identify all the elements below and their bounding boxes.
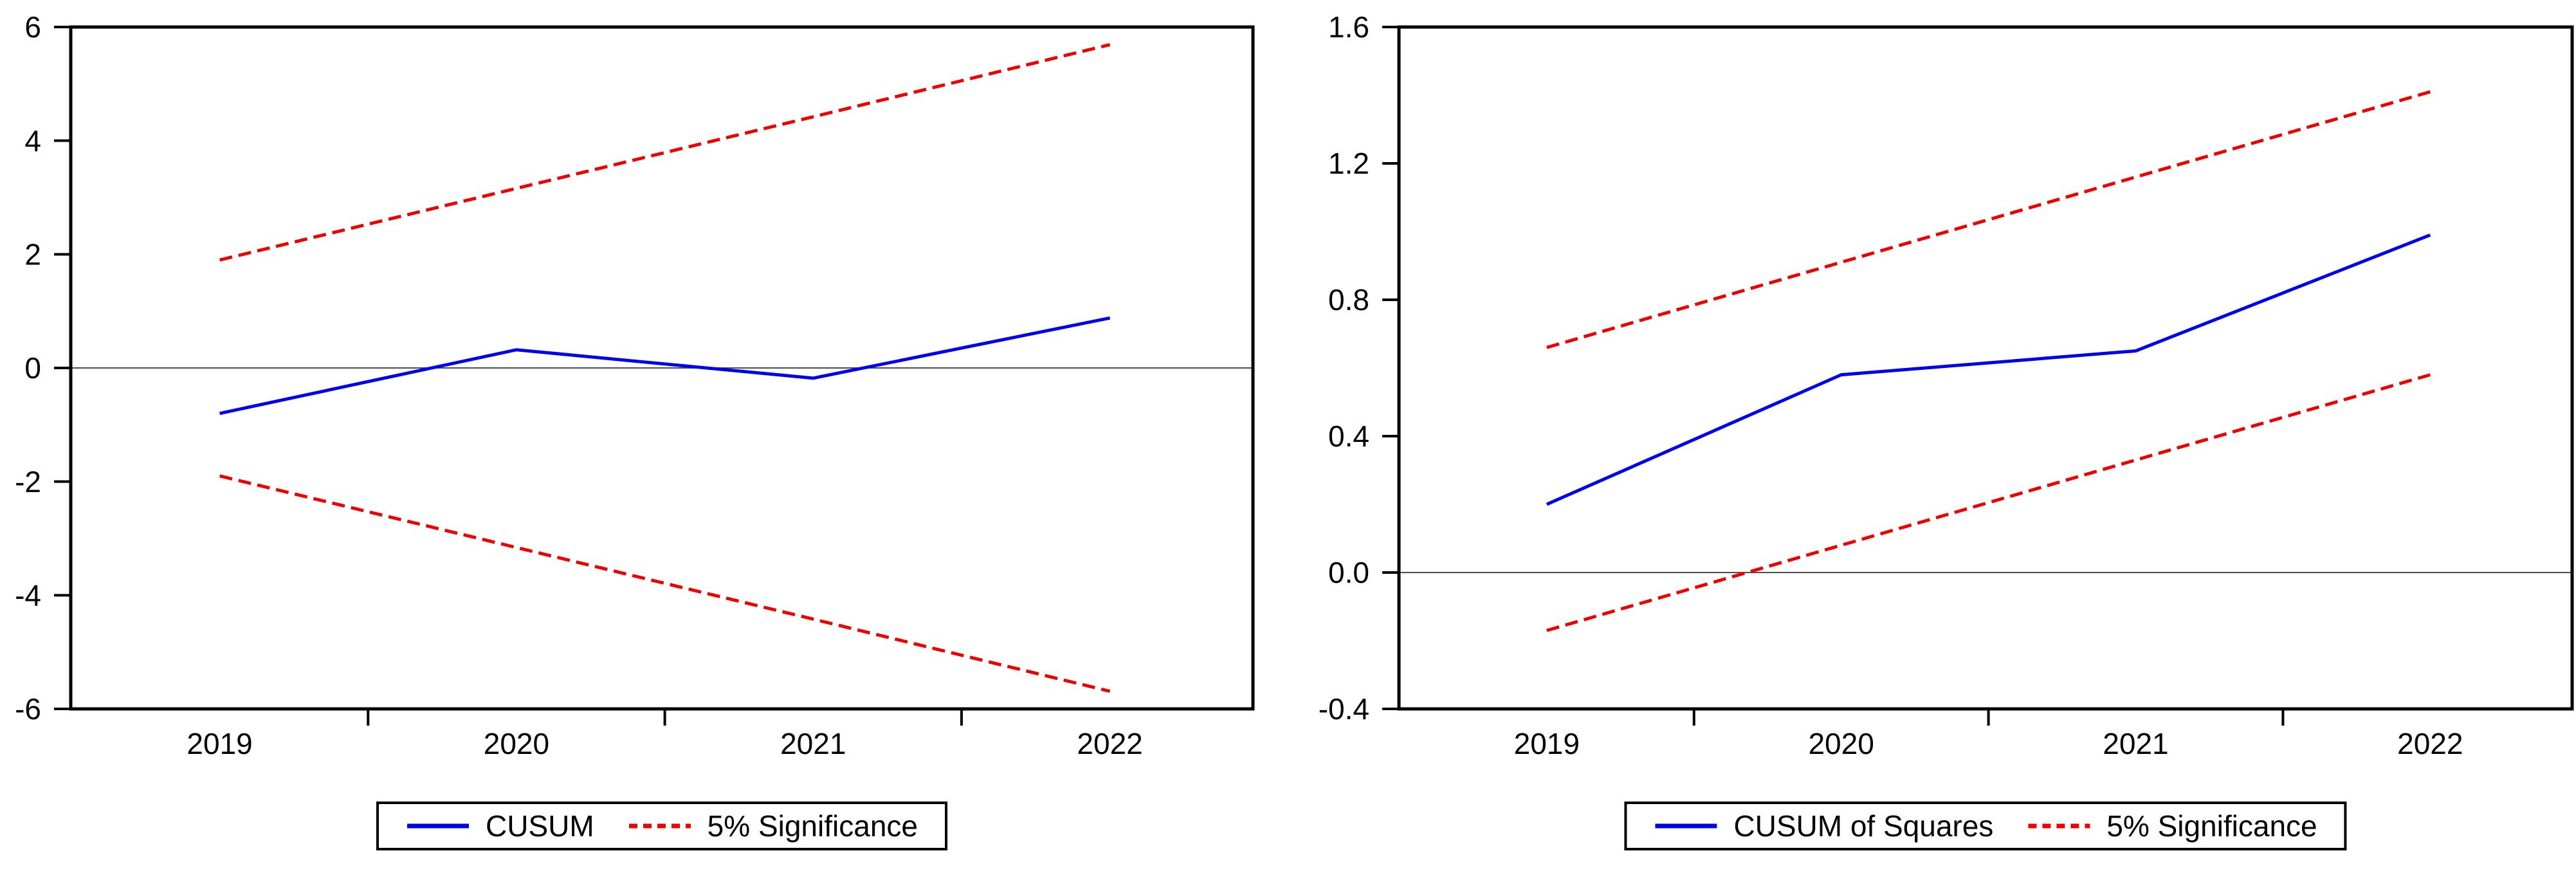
y-axis-tick-label: 0.0 (1328, 556, 1369, 589)
y-axis-tick-label: 4 (24, 124, 41, 158)
cusumsq-plot: 1.6 1.2 0.8 0.4 0.0 -0.4 2019 2020 2021 2022 (1319, 10, 2574, 760)
y-axis-tick-label: -0.4 (1319, 692, 1369, 726)
x-axis-year-label: 2019 (187, 727, 252, 760)
plot-frame (1397, 25, 2574, 711)
cusum-plot: 6 4 2 0 -2 -4 -6 2019 2020 2021 2022 (15, 10, 1255, 760)
legend-item-significance: 5% Significance (2027, 811, 2317, 841)
x-axis-year-label: 2020 (484, 727, 549, 760)
significance-line-swatch (628, 823, 691, 829)
y-axis-tick-label: -4 (15, 578, 41, 612)
x-axis-year-label: 2021 (780, 727, 846, 760)
legend-label-significance: 5% Significance (707, 809, 918, 843)
plot-frame (69, 25, 1255, 711)
legend-label-cusumsq: CUSUM of Squares (1733, 809, 1994, 843)
x-axis-year-label: 2021 (2103, 727, 2168, 760)
legend-item-significance: 5% Significance (628, 811, 918, 841)
y-axis-tick-label: -6 (15, 692, 41, 726)
series-5-significance-upper-line (1546, 90, 2431, 349)
y-axis-tick-label: 0.4 (1328, 419, 1369, 453)
legend-label-significance: 5% Significance (2106, 809, 2317, 843)
cusum-legend: CUSUM 5% Significance (376, 802, 947, 850)
x-axis-year-label: 2022 (1077, 727, 1142, 760)
legend-item-cusum: CUSUM (406, 811, 594, 841)
y-axis-tick-label: 1.6 (1328, 10, 1369, 44)
cusum-line-swatch (407, 823, 470, 829)
series-cusum-of-squares-line (1546, 233, 2431, 506)
y-axis-tick-label: 2 (24, 237, 41, 271)
significance-line-swatch (2028, 823, 2090, 829)
cusumsq-legend: CUSUM of Squares 5% Significance (1624, 802, 2347, 850)
y-axis-tick-label: -2 (15, 465, 41, 499)
series-cusum-line (219, 316, 1111, 416)
series-5-significance-lower-line (1546, 373, 2431, 632)
cusum-panel: 6 4 2 0 -2 -4 -6 2019 2020 2021 2022 CUSUM 5% Sign… (0, 0, 1286, 871)
y-axis-tick-label: 1.2 (1328, 147, 1369, 180)
x-axis-year-label: 2020 (1808, 727, 1874, 760)
series-5-significance-upper-line (219, 42, 1111, 262)
series-5-significance-lower-line (219, 474, 1111, 693)
legend-item-cusumsq: CUSUM of Squares (1654, 811, 1993, 841)
cusumsq-line-swatch (1655, 823, 1717, 829)
y-axis-tick-label: 0 (24, 351, 41, 385)
cusumsq-panel: 1.6 1.2 0.8 0.4 0.0 -0.4 2019 2020 2021 2022 CUSU… (1286, 0, 2576, 871)
x-axis-year-label: 2022 (2397, 727, 2463, 760)
legend-label-cusum: CUSUM (486, 809, 594, 843)
x-axis-year-label: 2019 (1514, 727, 1580, 760)
y-axis-tick-label: 6 (24, 10, 41, 44)
y-axis-tick-label: 0.8 (1328, 283, 1369, 316)
